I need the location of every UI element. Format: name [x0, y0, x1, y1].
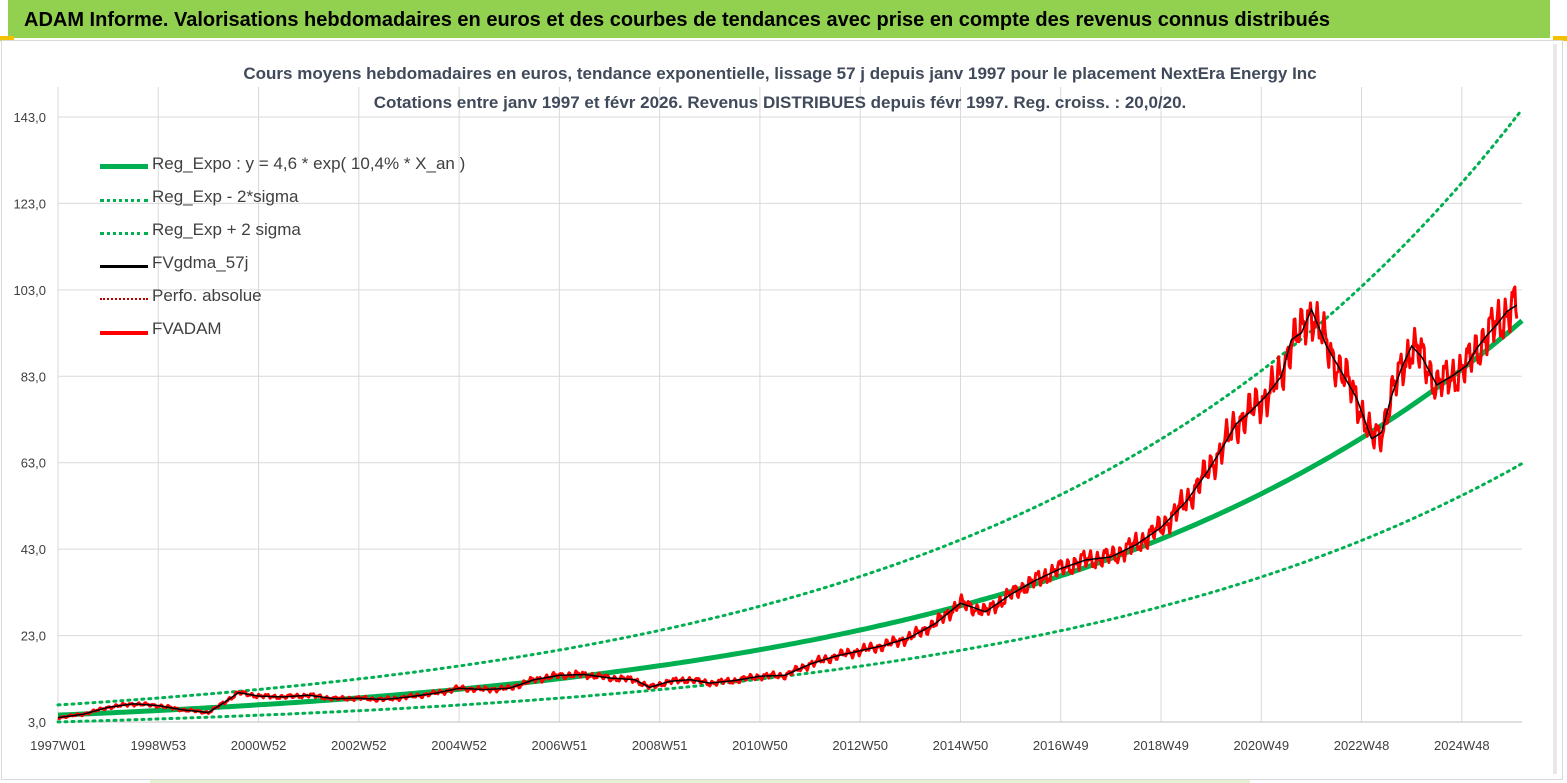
report-header: ADAM Informe. Valorisations hebdomadaire… [8, 0, 1550, 38]
report-header-title: ADAM Informe. Valorisations hebdomadaire… [24, 9, 1330, 31]
legend-swatch-reg-expo [100, 164, 148, 169]
chart-right-border [1553, 44, 1557, 774]
y-tick-label: 3,0 [28, 715, 46, 730]
y-tick-label: 63,0 [21, 456, 46, 471]
y-tick-label: 123,0 [13, 196, 46, 211]
chart-title: Cours moyens hebdomadaires en euros, ten… [243, 64, 1317, 83]
y-tick-label: 103,0 [13, 283, 46, 298]
y-tick-label: 83,0 [21, 369, 46, 384]
x-tick-label: 2006W51 [532, 738, 588, 753]
series-fvadam [57, 285, 1519, 721]
x-tick-label: 2002W52 [331, 738, 387, 753]
y-tick-label: 23,0 [21, 629, 46, 644]
x-tick-label: 2000W52 [231, 738, 287, 753]
series-reg-expo [57, 318, 1524, 718]
x-tick-label: 2014W50 [933, 738, 989, 753]
legend-swatch-fvgdma [100, 265, 148, 268]
y-tick-label: 43,0 [21, 542, 46, 557]
legend-label-perfo: Perfo. absolue [152, 286, 262, 305]
series-fvgdma-57j [57, 304, 1518, 719]
x-tick-label: 2024W48 [1434, 738, 1490, 753]
x-tick-label: 1998W53 [130, 738, 186, 753]
legend-swatch-fvadam [100, 331, 148, 335]
x-tick-label: 2010W50 [732, 738, 788, 753]
chart-subtitle: Cotations entre janv 1997 et févr 2026. … [373, 93, 1187, 112]
x-tick-label: 2012W50 [832, 738, 888, 753]
x-tick-label: 2004W52 [431, 738, 487, 753]
x-tick-label: 2020W49 [1233, 738, 1289, 753]
x-tick-label: 2008W51 [632, 738, 688, 753]
x-tick-label: 2016W49 [1033, 738, 1089, 753]
legend-label-reg-exp-low: Reg_Exp - 2*sigma [152, 187, 299, 206]
x-tick-label: 1997W01 [30, 738, 86, 753]
bottom-strip [150, 780, 1250, 783]
legend-label-fvgdma: FVgdma_57j [152, 253, 249, 272]
y-tick-label: 143,0 [13, 110, 46, 125]
header-right-marker [1553, 36, 1567, 41]
legend-label-reg-expo: Reg_Expo : y = 4,6 * exp( 10,4% * X_an ) [152, 154, 466, 173]
x-tick-label: 2018W49 [1133, 738, 1189, 753]
legend-label-fvadam: FVADAM [152, 319, 222, 338]
legend-swatch-perfo [100, 298, 148, 300]
legend-label-reg-exp-high: Reg_Exp + 2 sigma [152, 220, 301, 239]
series-reg-exp-minus-2sigma [56, 462, 1524, 724]
x-tick-label: 2022W48 [1334, 738, 1390, 753]
legend-swatch-reg-exp-high [100, 232, 148, 235]
header-left-marker [0, 36, 14, 41]
legend-swatch-reg-exp-low [100, 199, 148, 202]
chart-frame [1, 40, 1563, 780]
